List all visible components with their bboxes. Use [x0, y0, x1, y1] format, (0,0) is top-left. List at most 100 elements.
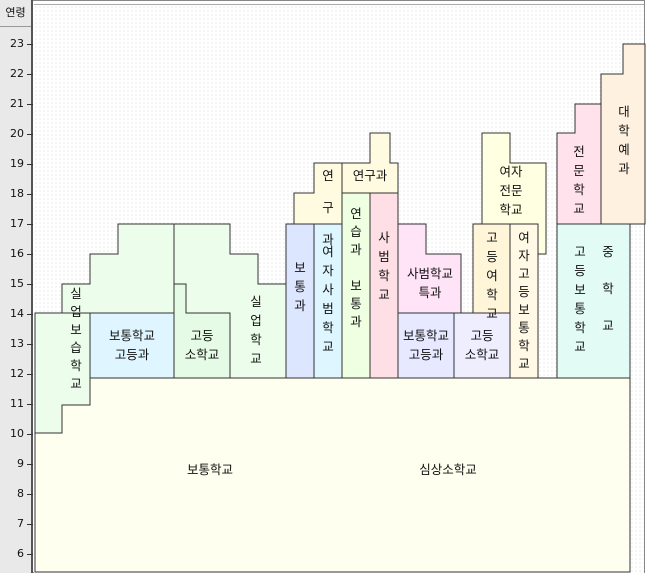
label-yeoja-sabeom: 자 [322, 263, 334, 278]
label-yeoja-godeung-botong: 보 [518, 302, 530, 317]
label-yeonseup: 과 [350, 242, 362, 257]
label-yeongu1: 구 [322, 200, 334, 215]
axis-tickmark [27, 494, 33, 495]
label-godeung-botong: 학 [574, 320, 586, 335]
label-yeoja-jeonmun: 여자 [499, 164, 523, 179]
label-daehak-yegwa: 예 [618, 142, 630, 157]
block-yeongu1 [293, 162, 343, 225]
axis-tick-6: 6 [17, 547, 24, 560]
axis-tickmark [27, 464, 33, 465]
block-godeung-sohak-2 [453, 312, 511, 379]
label-godeung-sohak-2: 고등 [470, 328, 493, 343]
label-botong-godeung-1: 고등과 [115, 347, 150, 362]
label-godeung-yeohak: 교 [486, 306, 498, 321]
label-silup2: 교 [250, 351, 262, 366]
label-jeonmun: 문 [573, 163, 585, 178]
axis-tick-16: 16 [10, 247, 24, 260]
label-silup1: 교 [70, 376, 82, 391]
axis-title: 연령 [0, 0, 31, 27]
label-godeung-yeohak: 등 [486, 249, 498, 264]
axis-tick-19: 19 [10, 157, 24, 170]
axis-tick-20: 20 [10, 127, 24, 140]
label-godeung-yeohak: 여 [486, 268, 498, 283]
label-yeongu2: 연구과 [353, 168, 388, 183]
axis-tick-17: 17 [10, 217, 24, 230]
label-godeung-sohak-1: 고등 [190, 328, 213, 343]
block-sabeom [369, 192, 399, 379]
label-botong-godeung-1: 보통학교 [109, 328, 155, 343]
label-yeoja-godeung-botong: 통 [518, 320, 530, 335]
label-godeung-botong: 등 [574, 263, 586, 278]
label-junghak: 교 [602, 318, 614, 333]
label-base2: 심상소학교 [419, 462, 477, 477]
label-sabeom-teukgwa: 사범학교 [407, 266, 453, 281]
axis-tick-21: 21 [10, 97, 24, 110]
axis-tick-9: 9 [17, 457, 24, 470]
axis-tickmark [27, 74, 33, 75]
label-yeoja-godeung-botong: 등 [518, 284, 530, 299]
axis-tick-23: 23 [10, 37, 24, 50]
axis-tickmark [27, 434, 33, 435]
label-yeoja-sabeom: 범 [322, 301, 334, 316]
label-yeoja-godeung-botong: 학 [518, 338, 530, 353]
block-silup1 [34, 312, 91, 434]
block-base [34, 377, 631, 573]
age-axis: 연령 6 7 8 9 10 11 12 13 14 15 16 17 18 19 20 21 22 23 [0, 0, 33, 573]
axis-tickmark [27, 44, 33, 45]
label-godeung-yeohak: 학 [486, 287, 498, 302]
label-yeonseup: 통 [350, 296, 362, 311]
axis-tick-11: 11 [10, 397, 24, 410]
label-silup2: 업 [250, 313, 262, 328]
label-yeongu1: 연 [322, 168, 334, 183]
axis-tickmark [27, 374, 33, 375]
label-yeongu1: 과 [322, 232, 334, 247]
label-silup1: 보 [70, 322, 82, 337]
label-sabeom: 학 [378, 268, 390, 283]
label-yeoja-sabeom: 학 [322, 320, 334, 335]
label-yeoja-jeonmun: 전문 [499, 183, 522, 198]
label-silup1: 습 [70, 340, 82, 355]
label-godeung-botong: 보 [574, 282, 586, 297]
axis-tick-18: 18 [10, 187, 24, 200]
label-godeung-sohak-1: 소학교 [185, 347, 220, 362]
label-daehak-yegwa: 학 [618, 123, 630, 138]
label-jeonmun: 전 [573, 144, 585, 159]
label-yeonseup: 과 [350, 314, 362, 329]
label-godeung-botong: 교 [574, 339, 586, 354]
label-godeung-sohak-2: 소학교 [465, 347, 500, 362]
axis-tick-7: 7 [17, 517, 24, 530]
label-sabeom-teukgwa: 특과 [418, 285, 442, 300]
label-sabeom: 범 [378, 249, 390, 264]
label-yeonseup: 습 [350, 224, 362, 239]
label-yeonseup: 연 [350, 206, 362, 221]
block-botong-godeung-1 [89, 312, 175, 379]
axis-tickmark [27, 314, 33, 315]
label-yeoja-godeung-botong: 교 [518, 356, 530, 371]
label-silup1: 학 [70, 358, 82, 373]
label-junghak: 학 [602, 281, 614, 296]
label-silup2: 실 [250, 294, 262, 309]
axis-tickmark [27, 194, 33, 195]
axis-tick-13: 13 [10, 337, 24, 350]
label-daehak-yegwa: 과 [618, 161, 630, 176]
axis-tickmark [27, 344, 33, 345]
axis-tickmark [27, 134, 33, 135]
axis-tickmark [27, 224, 33, 225]
label-jeonmun: 학 [573, 182, 585, 197]
label-sabeom: 사 [378, 230, 390, 245]
axis-tick-10: 10 [10, 427, 24, 440]
label-silup1: 업 [70, 304, 82, 319]
axis-tickmark [27, 164, 33, 165]
axis-tickmark [27, 284, 33, 285]
axis-tickmark [27, 104, 33, 105]
label-yeoja-sabeom: 교 [322, 339, 334, 354]
label-yeoja-godeung-botong: 고 [518, 266, 530, 281]
axis-tickmark [27, 404, 33, 405]
axis-tick-12: 12 [10, 367, 24, 380]
label-yeoja-godeung-botong: 여 [518, 230, 530, 245]
label-botonggwa: 보 [294, 260, 306, 275]
label-jeonmun: 교 [573, 201, 585, 216]
label-daehak-yegwa: 대 [618, 104, 630, 119]
label-botonggwa: 통 [294, 279, 306, 294]
